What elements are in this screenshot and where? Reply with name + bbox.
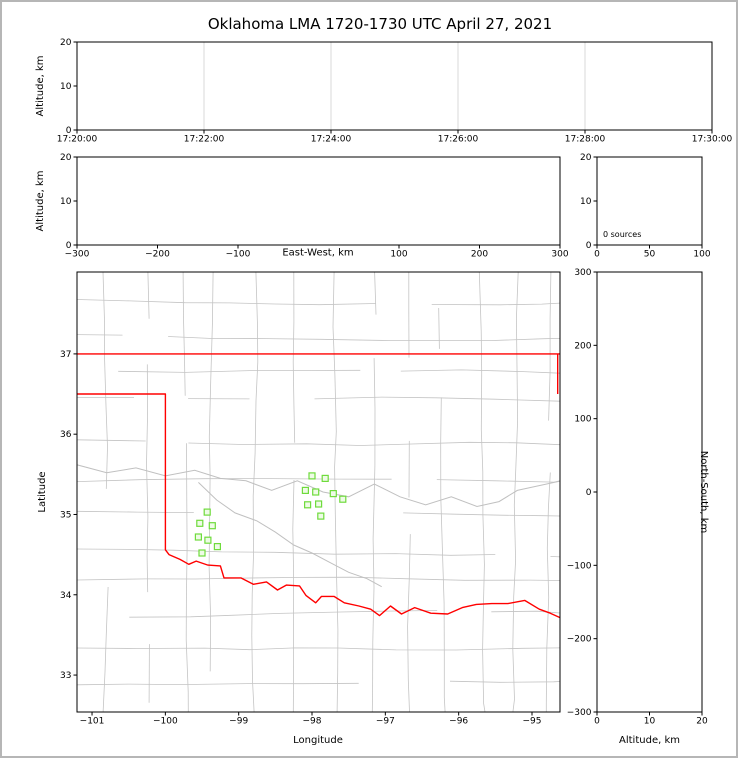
altitude-histogram-panel: 0 50 100 0 10 20 xyxy=(580,153,711,260)
tick-label: 17:24:00 xyxy=(311,135,352,145)
lma-station-marker xyxy=(301,486,309,494)
tick-label: −98 xyxy=(303,717,322,727)
east-west-height-panel: −300 −200 −100 100 200 300 0 10 20 xyxy=(60,153,569,260)
ns-panel-xlabel: Altitude, km xyxy=(619,735,680,746)
tick-label: −95 xyxy=(522,717,541,727)
time-panel-ylabel: Altitude, km xyxy=(35,56,46,117)
lma-station-marker xyxy=(312,488,320,496)
lma-station-marker xyxy=(204,536,212,544)
tick-label: −100 xyxy=(567,561,592,571)
tick-label: 50 xyxy=(644,250,656,260)
tick-label: −99 xyxy=(229,717,248,727)
tick-label: −96 xyxy=(449,717,468,727)
time-height-panel: 17:20:00 17:22:00 17:24:00 17:26:00 17:28:00… xyxy=(57,38,733,145)
figure-title: Oklahoma LMA 1720-1730 UTC April 27, 202… xyxy=(208,15,552,33)
map-ylabel: Latitude xyxy=(37,471,48,512)
tick-label: 37 xyxy=(60,350,71,360)
lma-station-marker xyxy=(194,533,202,541)
tick-label: −200 xyxy=(145,250,170,260)
ew-panel-xlabel: East-West, km xyxy=(282,248,353,259)
river-lines xyxy=(77,464,560,588)
lma-stations xyxy=(194,472,347,557)
tick-label: 17:22:00 xyxy=(184,135,225,145)
tick-label: 20 xyxy=(60,153,72,163)
lma-station-marker xyxy=(203,508,211,516)
source-count-annotation: 0 sources xyxy=(603,230,641,239)
tick-label: −200 xyxy=(567,635,592,645)
lma-station-marker xyxy=(208,522,216,530)
tick-label: 100 xyxy=(390,250,407,260)
tick-label: 200 xyxy=(471,250,488,260)
lma-station-marker xyxy=(308,472,316,480)
lma-station-marker xyxy=(213,542,221,551)
lma-station-marker xyxy=(317,512,325,520)
tick-label: −300 xyxy=(567,708,592,718)
lma-station-marker xyxy=(304,501,312,509)
map-xlabel: Longitude xyxy=(293,735,343,746)
tick-label: 20 xyxy=(580,153,592,163)
lma-station-marker xyxy=(315,500,323,508)
lma-station-marker xyxy=(339,495,347,503)
ns-panel-ylabel: North-South, km xyxy=(698,451,709,534)
tick-label: 33 xyxy=(60,671,71,681)
tick-label: −300 xyxy=(65,250,90,260)
tick-label: −101 xyxy=(80,717,105,727)
plan-view-map-panel: −101 −100 −99 −98 −97 −96 −95 33 34 35 36 37 xyxy=(60,271,561,727)
lma-station-marker xyxy=(329,490,337,498)
tick-label: 300 xyxy=(551,250,568,260)
generated-plot-layers: 17:20:00 17:22:00 17:24:00 17:26:00 17:28:00… xyxy=(57,38,733,727)
tick-label: 0 xyxy=(586,488,592,498)
tick-label: 17:28:00 xyxy=(565,135,606,145)
tick-label: 17:30:00 xyxy=(692,135,733,145)
tick-label: 100 xyxy=(693,250,710,260)
tick-label: 0 xyxy=(594,717,600,727)
tick-label: 20 xyxy=(696,717,708,727)
tick-label: 10 xyxy=(60,197,72,207)
tick-label: 0 xyxy=(66,126,72,136)
tick-label: 0 xyxy=(586,241,592,251)
state-border xyxy=(77,353,560,619)
ew-panel-ylabel: Altitude, km xyxy=(35,171,46,232)
tick-label: 35 xyxy=(60,510,71,520)
tick-label: 10 xyxy=(580,197,592,207)
tick-label: −100 xyxy=(226,250,251,260)
tick-label: 100 xyxy=(574,415,591,425)
tick-label: 300 xyxy=(574,268,591,278)
tick-label: 17:26:00 xyxy=(438,135,479,145)
tick-label: 10 xyxy=(60,82,72,92)
tick-label: 34 xyxy=(60,591,72,601)
tick-label: 0 xyxy=(66,241,72,251)
tick-label: 200 xyxy=(574,341,591,351)
north-south-height-panel: 0 10 20 300 200 100 0 −100 −200 −300 xyxy=(567,268,708,727)
tick-label: 36 xyxy=(60,430,72,440)
lma-station-marker xyxy=(196,519,204,527)
tick-label: −97 xyxy=(376,717,395,727)
tick-label: 0 xyxy=(594,250,600,260)
tick-label: −100 xyxy=(153,717,178,727)
lma-station-marker xyxy=(321,474,329,482)
lma-station-marker xyxy=(198,549,206,557)
tick-label: 17:20:00 xyxy=(57,135,98,145)
tick-label: 20 xyxy=(60,38,72,48)
tick-label: 10 xyxy=(644,717,656,727)
